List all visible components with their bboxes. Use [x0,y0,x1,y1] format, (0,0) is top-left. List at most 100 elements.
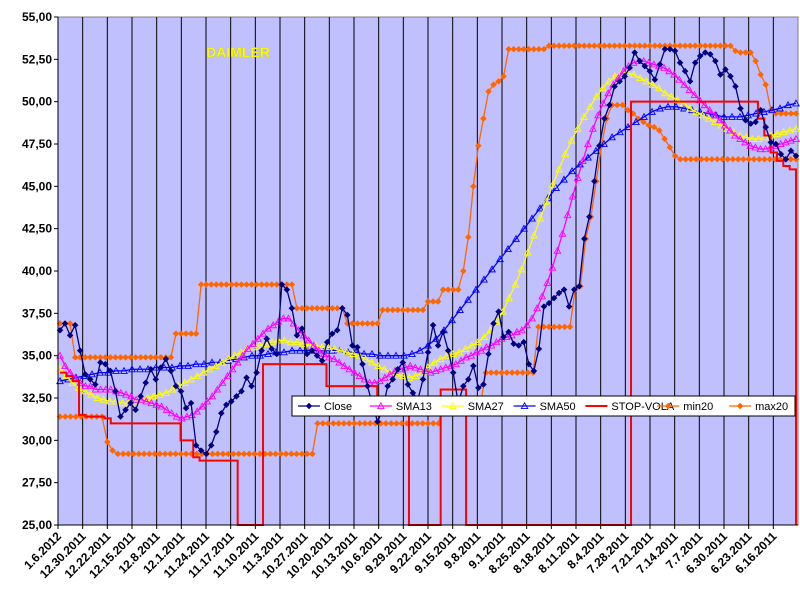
data-point-sma13 [680,80,689,88]
data-point-close [162,355,170,363]
data-point-sma27 [667,92,676,100]
data-point-close [535,345,543,353]
data-point-sma13 [644,58,653,66]
data-point-sma27 [405,373,414,381]
data-point-sma13 [188,410,196,418]
data-point-sma27 [523,248,532,256]
data-point-close [273,350,281,358]
data-point-max20 [374,320,381,327]
data-point-close [485,350,492,358]
data-point-min20 [256,450,264,458]
data-point-sma13 [147,398,156,407]
data-point-min20 [245,450,253,458]
data-point-max20 [717,42,724,50]
y-tick-label: 35,00 [22,349,52,363]
data-point-sma27 [598,83,607,92]
data-point-close [364,382,371,390]
data-point-min20 [503,369,511,376]
data-point-close [439,328,447,336]
series-close [56,45,800,458]
data-point-sma27 [692,107,701,115]
data-point-min20 [293,450,300,458]
data-point-sma50 [728,112,736,120]
data-point-max20 [545,42,553,50]
data-point-max20 [253,281,260,288]
data-point-max20 [288,281,296,288]
data-point-sma13 [340,361,349,369]
data-point-close [681,67,689,75]
data-point-max20 [212,281,220,288]
data-point-sma27 [698,111,707,119]
y-tick-label: 27,50 [22,476,52,490]
data-point-sma27 [467,341,476,349]
data-point-max20 [606,42,613,50]
data-point-min20 [140,450,148,458]
data-point-max20 [616,42,623,50]
data-point-min20 [361,420,369,427]
data-point-min20 [671,152,679,160]
data-point-sma50 [448,315,456,324]
data-point-max20 [530,45,538,53]
data-point-close [91,381,99,388]
data-point-sma13 [690,90,699,98]
y-tick-label: 30,00 [22,433,52,447]
data-point-sma27 [118,398,127,407]
data-point-min20 [119,450,127,458]
data-point-sma50 [400,351,408,359]
data-point-sma13 [731,131,740,139]
data-point-sma50 [640,112,648,120]
data-point-min20 [298,450,306,458]
data-point-sma13 [213,385,222,393]
data-point-sma13 [122,390,130,398]
data-point-sma50 [792,99,800,107]
data-point-close [207,442,215,449]
data-point-close [727,72,734,80]
data-point-sma50 [600,139,608,148]
data-point-sma27 [80,387,89,395]
data-point-close [404,381,412,388]
data-point-max20 [585,42,593,50]
data-point-min20 [146,450,153,458]
data-point-sma27 [592,92,601,100]
data-point-sma27 [249,343,258,351]
data-point-close [676,59,684,67]
data-point-close [732,83,739,90]
data-point-close [394,365,402,373]
data-point-close [419,376,427,383]
data-point-sma13 [157,402,166,410]
data-point-close [570,286,578,293]
data-point-sma13 [101,385,110,393]
data-point-min20 [487,369,495,376]
data-point-sma13 [543,278,552,286]
data-point-sma27 [511,280,520,288]
data-point-max20 [560,42,568,50]
data-point-close [313,352,321,360]
data-point-max20 [268,281,276,288]
data-point-max20 [71,354,79,361]
data-point-sma13 [345,365,354,373]
data-point-sma50 [128,365,136,373]
data-point-min20 [661,135,668,143]
data-point-min20 [524,369,532,376]
data-point-sma13 [746,141,755,149]
data-point-sma50 [512,234,520,242]
data-point-sma27 [579,112,588,120]
data-point-sma27 [611,72,620,80]
data-point-close [782,155,790,163]
data-point-sma13 [223,371,232,379]
data-point-sma50 [624,122,632,131]
data-point-sma13 [528,314,537,322]
data-point-close [611,83,618,90]
data-point-sma13 [380,373,389,381]
data-point-sma50 [192,360,200,368]
data-point-sma27 [218,358,227,366]
data-point-sma27 [710,117,719,125]
data-point-min20 [655,127,663,134]
data-point-sma13 [710,111,719,119]
data-point-sma13 [594,111,603,119]
data-point-sma13 [426,368,435,376]
data-point-sma13 [203,397,212,405]
data-point-sma50 [296,346,304,354]
data-point-close [671,47,679,55]
data-point-sma13 [309,341,318,349]
